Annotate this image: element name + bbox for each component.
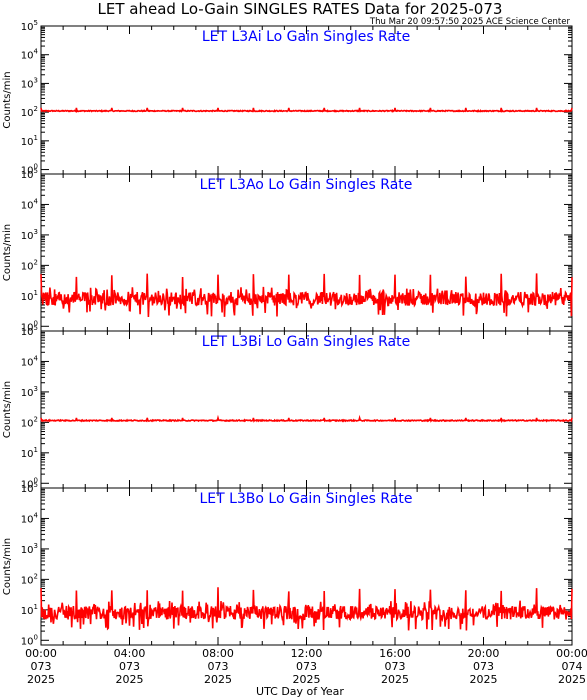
x-tick-time: 12:00 bbox=[291, 647, 323, 660]
panel-title: LET L3Ao Lo Gain Singles Rate bbox=[200, 177, 413, 193]
y-tick-label: 105 bbox=[21, 19, 38, 33]
x-axis-label: UTC Day of Year bbox=[256, 685, 344, 698]
series-line bbox=[40, 273, 573, 318]
y-axis-label: Counts/min bbox=[2, 381, 13, 438]
panel-4: 100 101 102 103 104 105 LET L3Bo Lo Gain Singl… bbox=[2, 481, 573, 647]
plot-frame bbox=[40, 25, 573, 175]
y-tick-label: 102 bbox=[21, 105, 38, 119]
y-tick-label: 100 bbox=[21, 163, 38, 177]
panel-2: 100 101 102 103 104 105 LET L3Ao Lo Gain Singl… bbox=[2, 167, 573, 333]
x-tick-doy: 073 bbox=[296, 660, 317, 673]
y-tick-label: 101 bbox=[21, 446, 38, 460]
chart-title: LET ahead Lo-Gain SINGLES RATES Data for… bbox=[98, 0, 503, 18]
x-tick-doy: 073 bbox=[385, 660, 406, 673]
y-tick-label: 102 bbox=[21, 415, 38, 429]
x-tick-year: 2025 bbox=[558, 673, 586, 686]
x-tick-year: 2025 bbox=[116, 673, 144, 686]
y-tick-label: 101 bbox=[21, 289, 38, 303]
x-tick-time: 08:00 bbox=[202, 647, 234, 660]
y-tick-label: 104 bbox=[21, 354, 39, 368]
y-tick-label: 101 bbox=[21, 603, 38, 617]
plot-frame bbox=[40, 330, 573, 489]
x-axis-labels: 00:00073202504:00073202508:00073202512:0… bbox=[25, 647, 587, 686]
plot-frame bbox=[40, 173, 573, 332]
y-tick-label: 105 bbox=[21, 167, 38, 181]
x-tick-time: 00:00 bbox=[25, 647, 57, 660]
y-tick-label: 104 bbox=[21, 48, 39, 62]
y-axis-label: Counts/min bbox=[2, 224, 13, 281]
y-axis-label: Counts/min bbox=[2, 71, 13, 128]
x-tick-time: 00:00 bbox=[556, 647, 587, 660]
x-tick-doy: 073 bbox=[119, 660, 140, 673]
x-tick-doy: 073 bbox=[473, 660, 494, 673]
x-tick-year: 2025 bbox=[27, 673, 55, 686]
plot-frame bbox=[40, 487, 573, 646]
series-line bbox=[40, 587, 573, 631]
panel-3: 100 101 102 103 104 105 LET L3Bi Lo Gain Singl… bbox=[2, 324, 573, 490]
panel-title: LET L3Ai Lo Gain Singles Rate bbox=[202, 29, 410, 45]
y-tick-label: 104 bbox=[21, 197, 39, 211]
y-tick-label: 102 bbox=[21, 572, 38, 586]
x-tick-doy: 073 bbox=[208, 660, 229, 673]
x-tick-doy: 074 bbox=[562, 660, 583, 673]
panel-title: LET L3Bo Lo Gain Singles Rate bbox=[199, 491, 412, 507]
y-axis-label: Counts/min bbox=[2, 538, 13, 595]
x-tick-time: 04:00 bbox=[114, 647, 146, 660]
y-tick-label: 100 bbox=[21, 319, 38, 333]
y-tick-label: 103 bbox=[21, 385, 38, 399]
series-line bbox=[40, 414, 573, 424]
x-tick-year: 2025 bbox=[204, 673, 232, 686]
x-tick-year: 2025 bbox=[293, 673, 321, 686]
x-tick-time: 16:00 bbox=[379, 647, 411, 660]
y-tick-label: 105 bbox=[21, 481, 38, 495]
series-line bbox=[40, 107, 573, 113]
y-tick-label: 101 bbox=[21, 134, 38, 148]
panel-1: 100 101 102 103 104 105 LET L3Ai Lo Gain Singl… bbox=[2, 19, 573, 177]
x-tick-year: 2025 bbox=[381, 673, 409, 686]
panels-group: 100 101 102 103 104 105 LET L3Ai Lo Gain Singl… bbox=[2, 19, 573, 647]
panel-title: LET L3Bi Lo Gain Singles Rate bbox=[202, 334, 410, 350]
y-tick-label: 100 bbox=[21, 476, 38, 490]
y-tick-label: 105 bbox=[21, 324, 38, 338]
x-tick-year: 2025 bbox=[470, 673, 498, 686]
y-tick-label: 102 bbox=[21, 258, 38, 272]
x-tick-time: 20:00 bbox=[468, 647, 500, 660]
y-tick-label: 103 bbox=[21, 542, 38, 556]
y-tick-label: 103 bbox=[21, 76, 38, 90]
y-tick-label: 100 bbox=[21, 633, 38, 647]
chart-subtitle: Thu Mar 20 09:57:50 2025 ACE Science Cen… bbox=[369, 17, 571, 27]
y-tick-label: 103 bbox=[21, 228, 38, 242]
y-tick-label: 104 bbox=[21, 511, 39, 525]
x-tick-doy: 073 bbox=[31, 660, 52, 673]
